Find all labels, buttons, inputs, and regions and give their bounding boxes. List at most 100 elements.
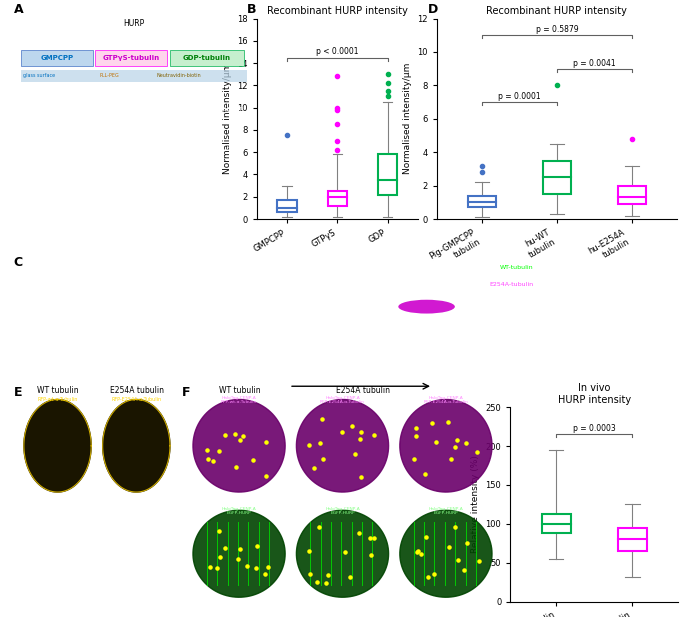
Point — [237, 431, 248, 441]
Text: p = 0.0041: p = 0.0041 — [573, 59, 616, 68]
Point — [63, 549, 74, 559]
Point — [86, 555, 97, 565]
Point — [153, 555, 164, 565]
Point — [54, 528, 65, 538]
Point — [139, 570, 150, 580]
Point — [140, 586, 151, 596]
Point — [53, 586, 64, 596]
Point — [261, 471, 272, 481]
Point — [129, 522, 140, 532]
Point — [118, 589, 129, 598]
Text: E254A-tubulin: E254A-tubulin — [490, 282, 534, 287]
Point — [419, 469, 430, 479]
Point — [160, 566, 171, 576]
Point — [312, 578, 323, 587]
Point — [147, 582, 158, 592]
Point — [35, 556, 46, 566]
Point — [116, 550, 127, 560]
Point — [203, 455, 214, 465]
Point — [60, 528, 71, 538]
Point — [68, 578, 79, 587]
Point — [39, 561, 50, 571]
Point — [64, 568, 75, 578]
Point — [68, 534, 79, 544]
Point — [116, 578, 127, 587]
Y-axis label: Normalised intensity/μm: Normalised intensity/μm — [403, 63, 412, 175]
Bar — [542, 514, 571, 533]
Point — [55, 529, 66, 539]
Point — [354, 434, 365, 444]
Point — [42, 560, 53, 569]
Point — [410, 431, 421, 441]
Point — [64, 510, 75, 520]
Point — [29, 535, 40, 545]
Point — [36, 577, 47, 587]
Point — [18, 537, 29, 547]
Point — [46, 569, 57, 579]
Point — [22, 561, 33, 571]
Text: p = 0.0003: p = 0.0003 — [573, 424, 616, 434]
Point — [458, 565, 469, 574]
Point — [132, 540, 143, 550]
Point — [141, 578, 152, 587]
Polygon shape — [24, 400, 91, 492]
Point — [58, 558, 69, 568]
Point — [40, 589, 51, 599]
Point — [125, 588, 136, 598]
Point — [364, 533, 375, 543]
Point — [35, 520, 46, 529]
Text: WT tubulin: WT tubulin — [219, 386, 260, 395]
Point — [66, 528, 77, 538]
Point — [451, 435, 462, 445]
Point — [234, 435, 245, 445]
Point — [57, 513, 68, 523]
Point — [118, 574, 129, 584]
Point — [219, 543, 230, 553]
Title: Recombinant HURP intensity: Recombinant HURP intensity — [486, 6, 627, 16]
Point — [122, 539, 133, 549]
Point — [62, 509, 73, 519]
Text: HaloTag-CENP-A
EGFP-HURP: HaloTag-CENP-A EGFP-HURP — [222, 507, 256, 515]
Point — [205, 561, 216, 571]
Y-axis label: Relative intensity (%): Relative intensity (%) — [471, 455, 480, 553]
Text: HaloTag-CENP-A
EGFP-HURP: HaloTag-CENP-A EGFP-HURP — [429, 507, 463, 515]
Text: C: C — [14, 256, 23, 269]
Point — [123, 545, 134, 555]
Point — [130, 572, 141, 582]
Point — [318, 454, 329, 464]
Point — [134, 564, 145, 574]
Point — [66, 556, 77, 566]
Text: HURP: HURP — [123, 20, 145, 28]
Point — [114, 542, 125, 552]
Point — [76, 549, 87, 558]
Point — [321, 578, 332, 588]
Point — [22, 545, 33, 555]
Point — [25, 573, 36, 583]
Point — [65, 523, 76, 532]
Text: HURP: HURP — [225, 186, 245, 193]
Point — [64, 519, 75, 529]
Point — [151, 566, 162, 576]
Point — [353, 528, 364, 538]
Point — [75, 545, 86, 555]
Text: WT tubulin: WT tubulin — [38, 386, 79, 395]
Point — [161, 561, 172, 571]
Point — [134, 542, 145, 552]
Text: HaloTag-CENP-A
EGFP-HURP: HaloTag-CENP-A EGFP-HURP — [325, 507, 360, 515]
Point — [34, 519, 45, 529]
Point — [248, 455, 259, 465]
Point — [450, 523, 461, 532]
Text: ▶ E254A: ▶ E254A — [81, 274, 104, 279]
Text: HaloTag-CENP-A
RFP-E254A-α-Tubulin: HaloTag-CENP-A RFP-E254A-α-Tubulin — [320, 396, 365, 405]
Text: B: B — [247, 3, 256, 16]
Point — [21, 552, 32, 561]
Point — [431, 437, 442, 447]
Text: EB1: EB1 — [129, 508, 143, 514]
Point — [53, 536, 64, 546]
Point — [139, 509, 150, 519]
Point — [60, 574, 71, 584]
Point — [71, 555, 82, 565]
Text: ▶ GMPCPP ▶: ▶ GMPCPP ▶ — [23, 146, 57, 151]
Point — [72, 524, 83, 534]
Point — [33, 512, 44, 522]
